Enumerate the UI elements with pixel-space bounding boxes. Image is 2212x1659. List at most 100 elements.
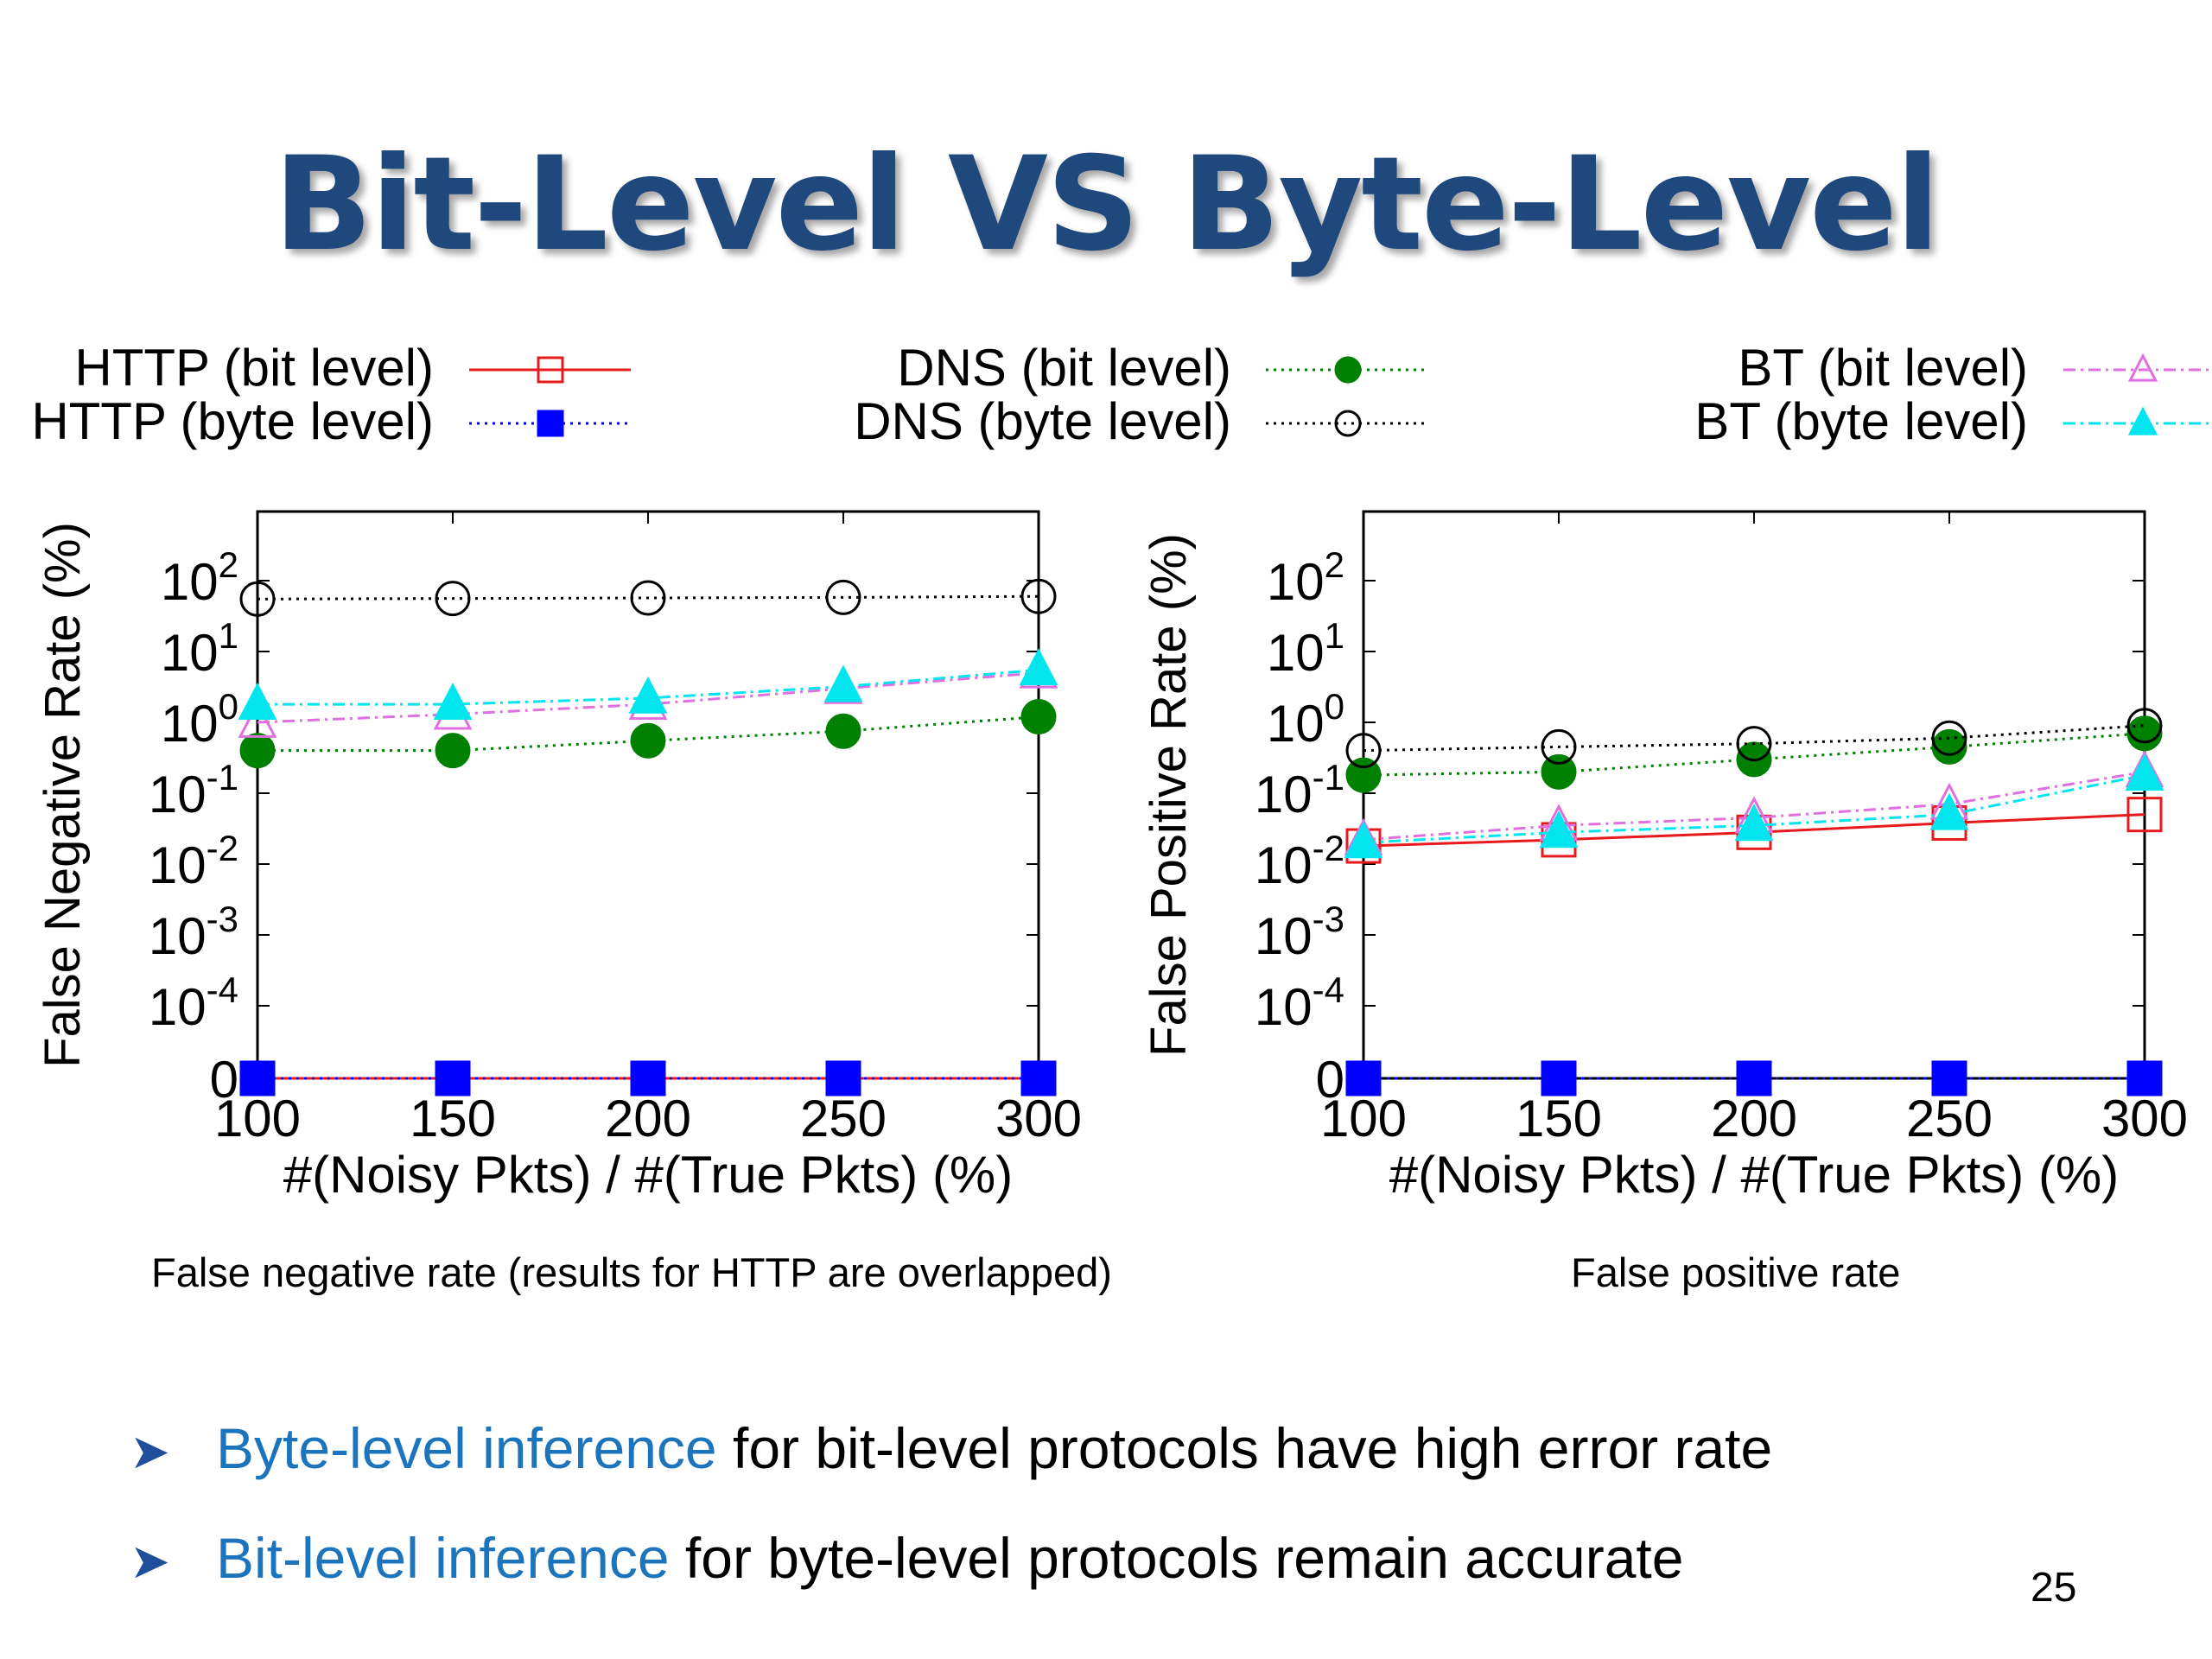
y-tick-label: 10-1 (149, 757, 238, 823)
data-point (435, 581, 471, 617)
series-bt-byte-level (238, 648, 1058, 720)
y-tick-label: 10-4 (149, 969, 238, 1036)
data-point (1345, 1060, 1382, 1096)
series-line (257, 594, 1039, 601)
data-point (2126, 715, 2163, 752)
data-point (1734, 804, 1774, 842)
data-point (1541, 1060, 1577, 1096)
series-dns-byte-level (1345, 708, 2163, 769)
x-axis-label: #(Noisy Pkts) / #(True Pkts) (%) (283, 1146, 1014, 1204)
y-tick-label: 10-4 (1255, 969, 1344, 1036)
y-tick-label: 10-2 (149, 828, 238, 894)
data-point (2126, 1060, 2163, 1096)
legend-marker (537, 410, 564, 437)
series-dns-bit-level (239, 699, 1057, 769)
data-point (2126, 708, 2163, 744)
data-point (238, 682, 277, 720)
x-tick-label: 200 (1711, 1090, 1797, 1147)
data-point (1541, 753, 1577, 790)
series-line (1363, 773, 2145, 844)
series-http-byte-level (1345, 1060, 2163, 1096)
y-tick-label: 10-3 (1255, 899, 1344, 965)
data-point (630, 580, 666, 616)
x-axis-label: #(Noisy Pkts) / #(True Pkts) (%) (1389, 1146, 2120, 1204)
x-tick-label: 250 (800, 1090, 887, 1147)
y-tick-label: 0 (210, 1051, 238, 1109)
arrow-bullet-icon: ➤ (130, 1424, 170, 1478)
data-point (1736, 726, 1772, 762)
bullet-1-highlight: Byte-level inference (216, 1416, 717, 1480)
data-point (628, 676, 668, 714)
series-dns-byte-level (239, 578, 1057, 617)
plot-frame (1362, 510, 2146, 1080)
chart-legend: HTTP (bit level)HTTP (byte level) DNS (bi… (31, 339, 2212, 450)
data-point (1020, 1060, 1057, 1096)
bullet-1-text: for bit-level protocols have high error … (716, 1416, 1773, 1480)
bullet-2-highlight: Bit-level inference (216, 1526, 670, 1590)
x-tick-label: 300 (995, 1090, 1082, 1147)
series-line (1363, 770, 2145, 842)
data-point (1020, 699, 1057, 735)
y-tick-label: 10-1 (1255, 757, 1344, 823)
legend-label: HTTP (bit level) (74, 339, 434, 397)
data-point (823, 664, 863, 702)
data-point (239, 1060, 276, 1096)
data-point (433, 682, 473, 720)
legend-marker (2127, 353, 2158, 382)
legend-marker (537, 356, 564, 384)
data-point (1020, 578, 1057, 614)
y-axis-label: False Positive Rate (%) (1141, 533, 1197, 1057)
y-tick-label: 0 (1316, 1051, 1344, 1109)
data-point (435, 733, 471, 769)
y-tick-label: 101 (161, 615, 238, 682)
series-bt-byte-level (1344, 753, 2164, 859)
series-line (257, 671, 1039, 724)
legend-marker (2127, 406, 2158, 435)
x-tick-label: 200 (605, 1090, 691, 1147)
bullet-2-text: for byte-level protocols remain accurate (669, 1526, 1684, 1590)
data-point (1931, 728, 1967, 765)
data-point (435, 1060, 471, 1096)
x-tick-label: 150 (1516, 1090, 1602, 1147)
slide-title: Bit-Level VS Byte-Level (273, 130, 1941, 280)
bullet-point-1: ➤ Byte-level inference for bit-level prot… (130, 1415, 1772, 1481)
legend-label: DNS (byte level) (854, 392, 1231, 450)
page-number: 25 (2031, 1565, 2077, 1611)
data-point (1541, 728, 1577, 765)
data-point (2126, 797, 2163, 833)
data-point (239, 581, 276, 617)
legend-marker (1334, 356, 1362, 384)
series-http-byte-level (239, 1060, 1057, 1096)
y-tick-label: 100 (1267, 686, 1344, 753)
series-line (257, 668, 1039, 706)
data-point (630, 722, 666, 759)
series-line (1363, 724, 2145, 753)
data-point (1929, 792, 1969, 830)
data-point (1345, 757, 1382, 793)
data-point (1931, 720, 1967, 756)
legend-label: BT (bit level) (1738, 339, 2028, 397)
x-tick-label: 300 (2101, 1090, 2188, 1147)
x-tick-label: 150 (410, 1090, 496, 1147)
data-point (1345, 733, 1382, 769)
legend-label: BT (byte level) (1694, 392, 2028, 450)
arrow-bullet-icon: ➤ (130, 1534, 170, 1588)
false-negative-caption: False negative rate (results for HTTP ar… (151, 1249, 1112, 1295)
data-point (1344, 821, 1383, 859)
false-positive-caption: False positive rate (1571, 1249, 1901, 1295)
plot-frame (256, 510, 1040, 1080)
data-point (1931, 1060, 1967, 1096)
bullet-point-2: ➤ Bit-level inference for byte-level prot… (130, 1525, 1683, 1591)
legend-label: DNS (bit level) (897, 339, 1231, 397)
y-tick-label: 101 (1267, 615, 1344, 682)
data-point (2125, 753, 2164, 791)
x-tick-label: 100 (214, 1090, 301, 1147)
legend-marker (1334, 410, 1362, 437)
y-axis-label: False Negative Rate (%) (35, 522, 91, 1068)
x-tick-label: 250 (1906, 1090, 1993, 1147)
y-tick-label: 10-3 (149, 899, 238, 965)
x-tick-label: 100 (1320, 1090, 1407, 1147)
y-tick-label: 100 (161, 686, 238, 753)
